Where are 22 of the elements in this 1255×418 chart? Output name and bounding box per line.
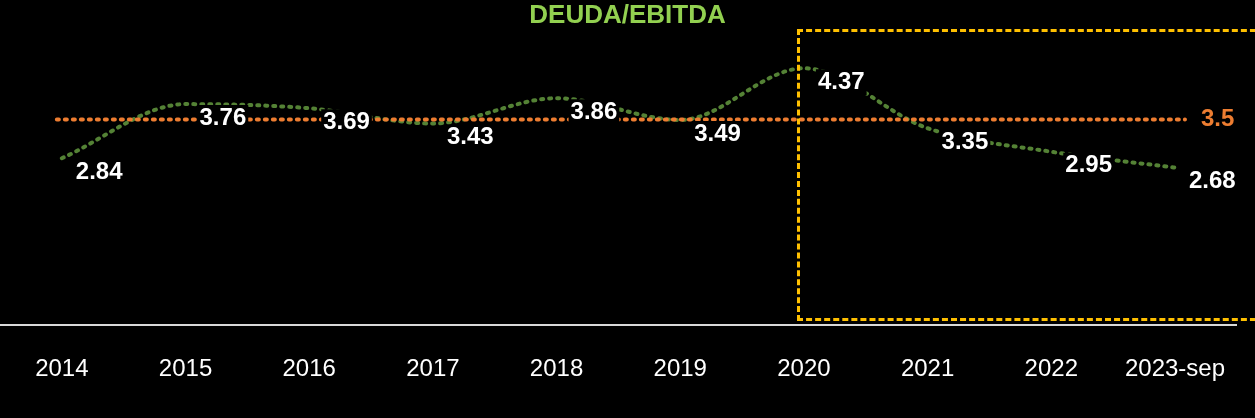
x-tick-label: 2016 bbox=[282, 354, 336, 382]
data-label: 3.35 bbox=[941, 126, 989, 154]
data-label: 2.84 bbox=[75, 156, 124, 184]
x-tick-label: 2022 bbox=[1024, 354, 1078, 382]
x-tick-label: 2023-sep bbox=[1124, 354, 1225, 382]
data-label: 2.68 bbox=[1188, 166, 1236, 194]
x-tick-label: 2020 bbox=[777, 354, 831, 382]
x-tick-label: 2015 bbox=[158, 354, 213, 382]
data-label: 4.37 bbox=[817, 66, 865, 94]
x-tick-label: 2017 bbox=[406, 354, 460, 382]
data-label: 2.95 bbox=[1065, 150, 1112, 178]
x-tick-label: 2014 bbox=[35, 354, 89, 382]
x-tick-label: 2019 bbox=[653, 354, 707, 382]
x-tick-label: 2021 bbox=[900, 354, 955, 382]
x-tick-label: 2018 bbox=[529, 354, 584, 382]
data-label: 3.49 bbox=[694, 118, 741, 146]
ref-line-label: 3.5 bbox=[1200, 104, 1235, 132]
data-label: 3.76 bbox=[199, 102, 247, 130]
chart-title: DEUDA/EBITDA bbox=[529, 0, 726, 29]
data-label: 3.86 bbox=[570, 96, 618, 124]
data-label: 3.69 bbox=[323, 106, 370, 134]
data-label: 3.43 bbox=[446, 122, 494, 150]
